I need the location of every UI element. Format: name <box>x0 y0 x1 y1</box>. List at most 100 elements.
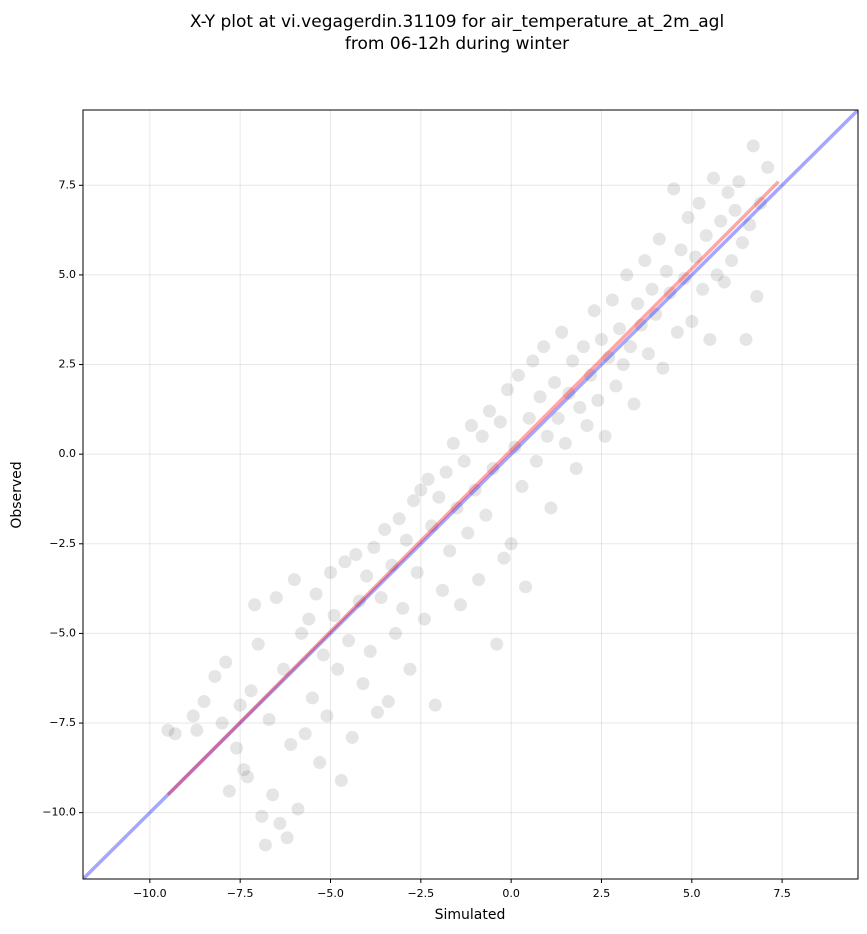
scatter-point <box>302 612 316 626</box>
scatter-point <box>533 390 547 404</box>
scatter-point <box>613 322 627 336</box>
scatter-point <box>432 490 446 504</box>
scatter-point <box>725 254 739 268</box>
scatter-point <box>663 286 677 300</box>
scatter-point <box>219 655 233 669</box>
scatter-point <box>656 361 670 375</box>
scatter-point <box>475 429 489 443</box>
scatter-point <box>287 573 301 587</box>
scatter-point <box>602 350 616 364</box>
scatter-point <box>280 831 294 845</box>
scatter-point <box>493 415 507 429</box>
scatter-point <box>638 254 652 268</box>
scatter-point <box>277 662 291 676</box>
scatter-point <box>345 730 359 744</box>
scatter-point <box>587 304 601 318</box>
scatter-point <box>692 196 706 210</box>
scatter-point <box>370 705 384 719</box>
scatter-point <box>761 160 775 174</box>
scatter-point <box>410 565 424 579</box>
x-tick-label: 7.5 <box>773 887 791 900</box>
scatter-point <box>634 318 648 332</box>
scatter-point <box>435 583 449 597</box>
scatter-point <box>501 383 515 397</box>
y-tick-label: 5.0 <box>59 268 77 281</box>
chart-title: from 06-12h during winter <box>345 34 569 54</box>
scatter-point <box>562 386 576 400</box>
scatter-point <box>529 454 543 468</box>
scatter-point <box>284 738 298 752</box>
scatter-point <box>392 512 406 526</box>
scatter-point <box>544 501 558 515</box>
scatter-point <box>566 354 580 368</box>
scatter-point <box>735 236 749 250</box>
scatter-point <box>717 275 731 289</box>
scatter-point <box>425 519 439 533</box>
scatter-point <box>338 555 352 569</box>
x-tick-label: 2.5 <box>593 887 611 900</box>
y-tick-label: 2.5 <box>59 358 77 371</box>
scatter-point <box>320 709 334 723</box>
scatter-point <box>609 379 623 393</box>
scatter-point <box>551 411 565 425</box>
scatter-point <box>327 608 341 622</box>
scatter-point <box>222 784 236 798</box>
scatter-point <box>548 375 562 389</box>
y-tick-label: 7.5 <box>59 178 77 191</box>
scatter-point <box>331 662 345 676</box>
scatter-point <box>688 250 702 264</box>
scatter-point <box>468 483 482 497</box>
scatter-point <box>515 479 529 493</box>
scatter-point <box>342 634 356 648</box>
scatter-point <box>269 591 283 605</box>
scatter-point <box>472 573 486 587</box>
y-tick-label: −5.0 <box>49 626 76 639</box>
scatter-point <box>389 626 403 640</box>
scatter-point <box>367 540 381 554</box>
scatter-point <box>403 662 417 676</box>
x-tick-label: −5.0 <box>317 887 344 900</box>
scatter-point <box>605 293 619 307</box>
x-tick-label: −10.0 <box>133 887 167 900</box>
scatter-point <box>454 598 468 612</box>
scatter-point <box>710 268 724 282</box>
scatter-point <box>631 297 645 311</box>
scatter-point <box>360 569 374 583</box>
y-tick-label: 0.0 <box>59 447 77 460</box>
scatter-point <box>464 418 478 432</box>
scatter-point <box>323 565 337 579</box>
scatter-point <box>396 601 410 615</box>
y-axis-label: Observed <box>9 461 25 528</box>
scatter-point <box>450 501 464 515</box>
scatter-point <box>504 537 518 551</box>
scatter-point <box>623 340 637 354</box>
scatter-point <box>728 203 742 217</box>
scatter-point <box>598 429 612 443</box>
scatter-point <box>667 182 681 196</box>
scatter-point <box>363 644 377 658</box>
scatter-point <box>537 340 551 354</box>
scatter-point <box>428 698 442 712</box>
scatter-point <box>215 716 229 730</box>
scatter-point <box>660 264 674 278</box>
scatter-point <box>620 268 634 282</box>
scatter-point <box>685 315 699 329</box>
scatter-point <box>248 598 262 612</box>
scatter-point <box>490 637 504 651</box>
scatter-point <box>457 454 471 468</box>
scatter-point <box>190 723 204 737</box>
scatter-point <box>573 401 587 415</box>
scatter-point <box>443 544 457 558</box>
scatter-point <box>356 677 370 691</box>
scatter-point <box>479 508 493 522</box>
scatter-point <box>591 393 605 407</box>
scatter-point <box>703 332 717 346</box>
y-tick-label: −7.5 <box>49 716 76 729</box>
scatter-point <box>399 533 413 547</box>
x-tick-label: 0.0 <box>502 887 520 900</box>
scatter-point <box>439 465 453 479</box>
scatter-point <box>753 196 767 210</box>
chart-title: X-Y plot at vi.vegagerdin.31109 for air_… <box>190 12 724 32</box>
scatter-point <box>594 332 608 346</box>
